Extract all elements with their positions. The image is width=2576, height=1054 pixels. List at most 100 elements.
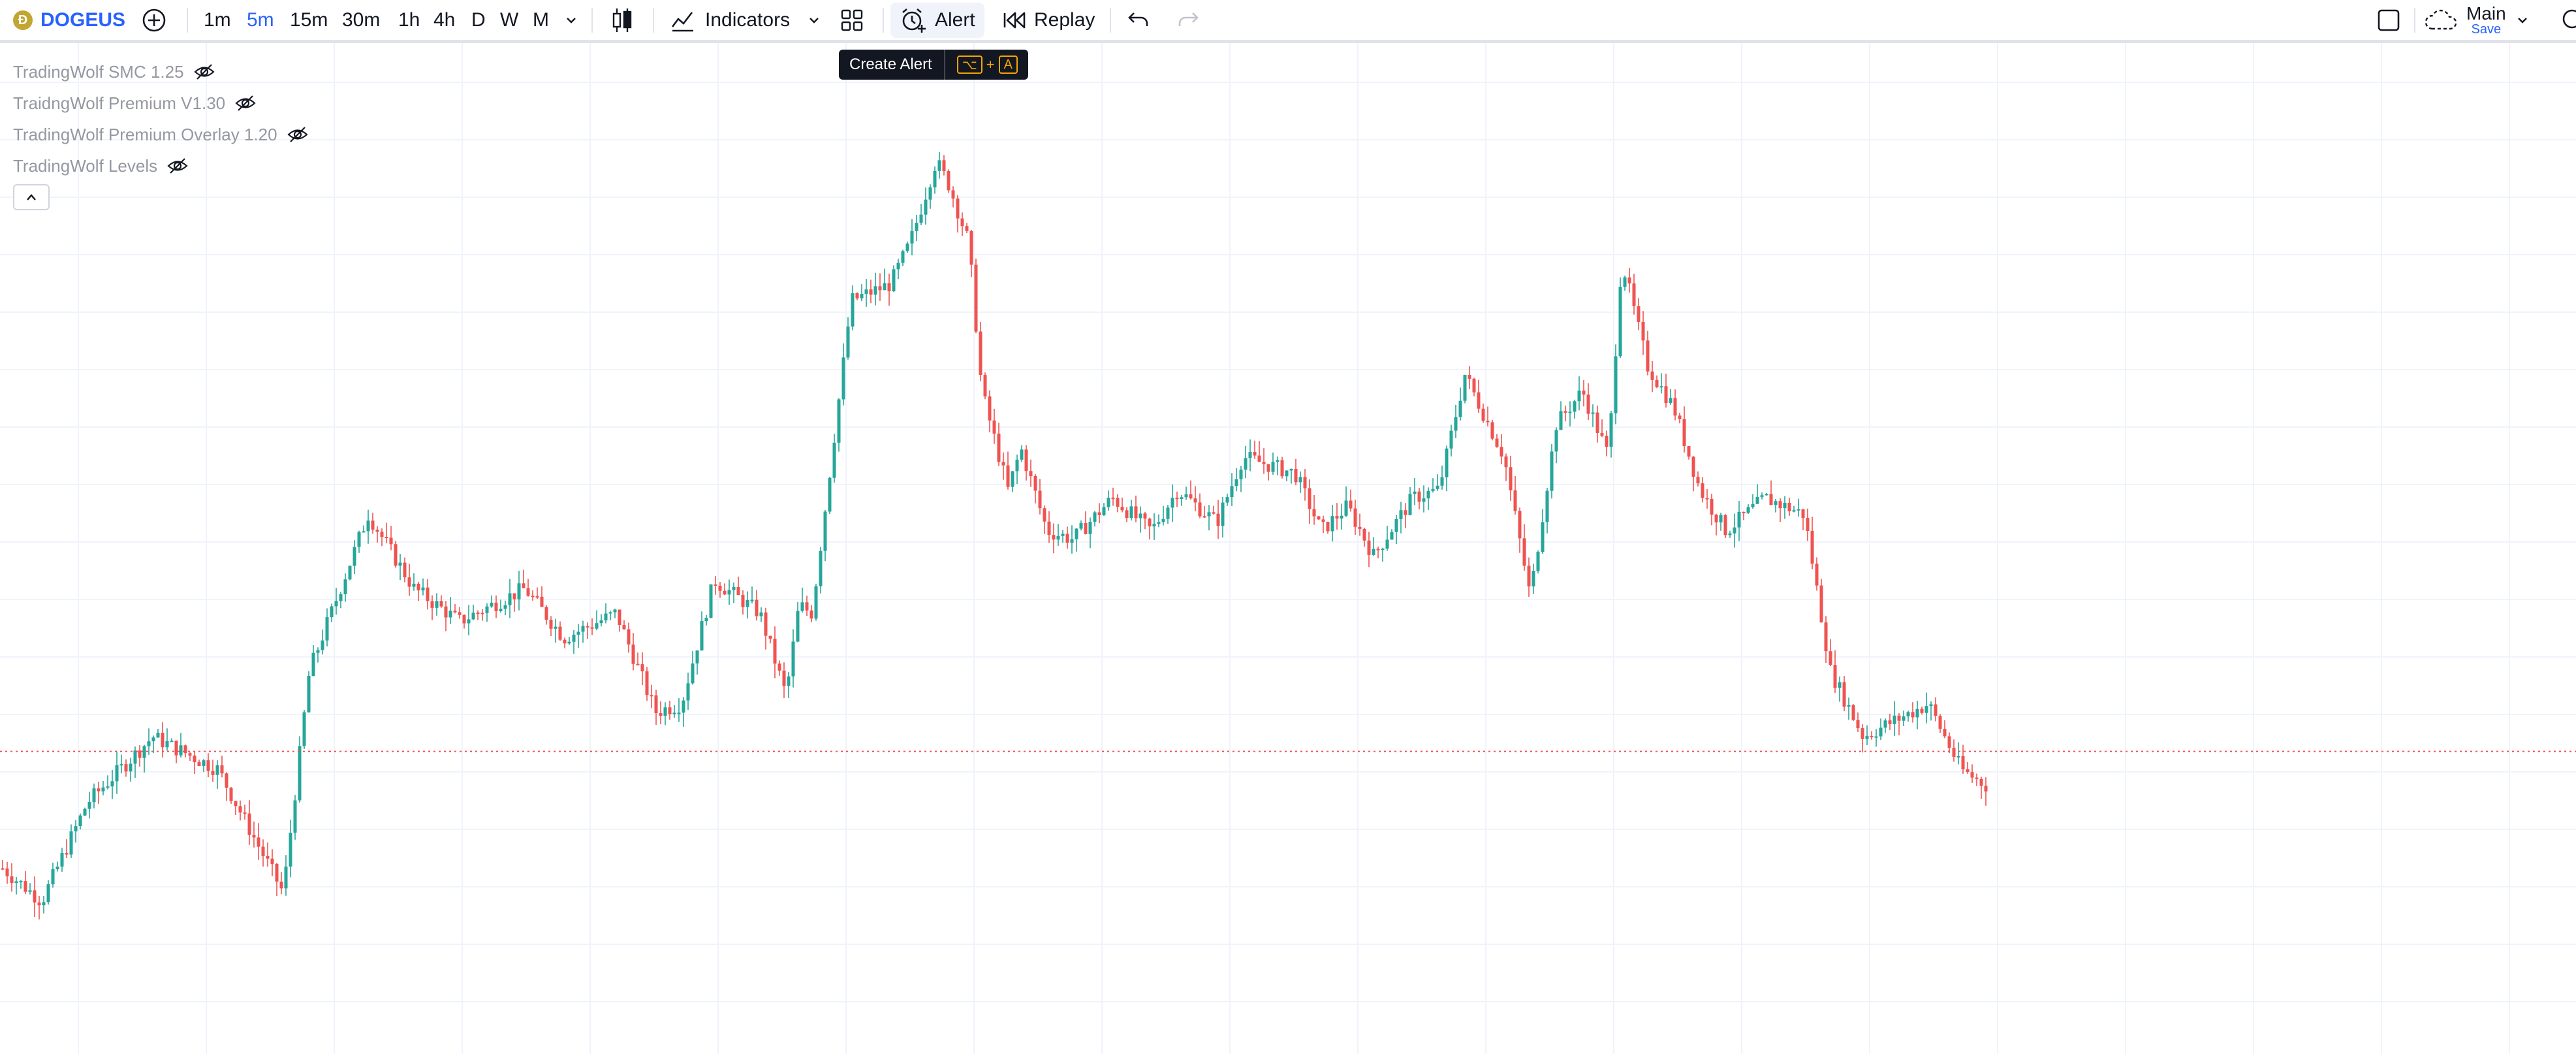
eye-slash-icon[interactable]: [287, 125, 309, 144]
candle-body: [1225, 497, 1229, 503]
candle-body: [179, 745, 183, 756]
indicators-button[interactable]: Indicators: [670, 0, 790, 40]
candle-body: [1298, 477, 1302, 483]
candle-body: [1125, 510, 1129, 519]
candle-body: [234, 801, 238, 806]
timeframe-30m[interactable]: 30m: [342, 0, 380, 40]
eye-slash-icon[interactable]: [166, 157, 189, 175]
candle-body: [1737, 511, 1741, 528]
symbol-button[interactable]: Ð DOGEUS: [13, 0, 125, 40]
candle-body: [426, 587, 430, 601]
replay-rewind-icon: [1003, 12, 1026, 29]
candle-body: [723, 590, 727, 595]
eye-slash-icon[interactable]: [193, 63, 215, 81]
collapse-legend-button[interactable]: [13, 184, 50, 210]
candle-body: [1728, 533, 1732, 535]
legend-row[interactable]: TraidngWolf Premium V1.30: [13, 88, 309, 119]
candle-body: [1774, 501, 1778, 505]
candle-body: [1673, 398, 1677, 416]
price-chart[interactable]: [0, 43, 2576, 1054]
chart-type-button[interactable]: [610, 0, 635, 40]
redo-button[interactable]: [1176, 0, 1200, 40]
candle-body: [677, 712, 681, 714]
indicators-dropdown[interactable]: [807, 0, 821, 40]
candle-body: [1632, 283, 1636, 306]
candle-body: [910, 231, 914, 244]
timeframe-m[interactable]: M: [533, 0, 549, 40]
candle-body: [1097, 512, 1101, 515]
candle-body: [1586, 394, 1590, 414]
candle-body: [841, 357, 845, 400]
candle-body: [476, 613, 480, 615]
alert-button[interactable]: Alert: [890, 3, 984, 38]
candle-body: [892, 269, 896, 292]
candle-body: [1623, 277, 1627, 287]
candle-body: [531, 596, 535, 598]
timeframe-1h[interactable]: 1h: [398, 0, 420, 40]
candle-body: [1554, 430, 1558, 452]
candle-body: [1079, 523, 1083, 529]
candle-body: [979, 331, 982, 375]
undo-button[interactable]: [1127, 0, 1150, 40]
candle-body: [1344, 500, 1348, 516]
candle-body: [55, 866, 59, 870]
candle-body: [1829, 651, 1832, 665]
candle-body: [613, 609, 617, 613]
timeframe-w[interactable]: W: [500, 0, 518, 40]
candle-body: [1372, 549, 1375, 555]
candle-body: [343, 579, 347, 594]
compare-symbol-button[interactable]: [141, 0, 167, 40]
candle-body: [1710, 498, 1714, 515]
candle-body: [1600, 433, 1604, 436]
candle-body: [151, 737, 155, 742]
candle-body: [106, 786, 110, 788]
timeframe-5m[interactable]: 5m: [247, 0, 274, 40]
candle-body: [672, 712, 676, 714]
legend-row[interactable]: TradingWolf Premium Overlay 1.20: [13, 119, 309, 150]
candle-body: [215, 765, 219, 775]
search-button[interactable]: [2559, 0, 2576, 40]
candle-body: [257, 837, 260, 847]
legend-row[interactable]: TradingWolf Levels: [13, 150, 309, 182]
templates-button[interactable]: [840, 0, 864, 40]
candle-body: [1778, 501, 1782, 509]
candle-body: [1870, 736, 1874, 738]
candle-body: [28, 890, 32, 892]
candle-body: [1184, 494, 1188, 498]
candle-body: [1234, 479, 1238, 487]
candle-body: [1902, 716, 1906, 721]
candle-body: [1180, 497, 1184, 499]
candle-body: [1531, 571, 1535, 587]
candle-body: [787, 676, 791, 686]
search-icon: [2562, 9, 2576, 29]
timeframe-label: 1h: [398, 9, 420, 31]
candle-body: [750, 599, 754, 601]
legend-row[interactable]: TradingWolf SMC 1.25: [13, 56, 309, 88]
candle-body: [1874, 736, 1878, 738]
candle-body: [1691, 456, 1695, 477]
candle-body: [229, 788, 233, 801]
candle-body: [92, 788, 96, 802]
timeframe-1m[interactable]: 1m: [204, 0, 231, 40]
layout-menu-button[interactable]: Main Save: [2423, 0, 2530, 40]
candle-body: [631, 644, 635, 664]
candle-body: [732, 586, 736, 590]
timeframe-dropdown[interactable]: [564, 0, 578, 40]
candle-body: [768, 635, 772, 639]
cloud-icon: [2425, 9, 2457, 30]
candle-body: [947, 171, 950, 191]
fullscreen-toggle-button[interactable]: [2376, 0, 2401, 40]
timeframe-d[interactable]: D: [471, 0, 486, 40]
candle-body: [375, 530, 379, 532]
candle-body: [1760, 495, 1764, 497]
candle-body: [1605, 436, 1609, 447]
candle-body: [1856, 720, 1860, 729]
candle-body: [901, 251, 905, 263]
candle-body: [1664, 386, 1668, 404]
candle-body: [837, 399, 841, 443]
replay-button[interactable]: Replay: [1003, 0, 1095, 40]
timeframe-4h[interactable]: 4h: [433, 0, 455, 40]
timeframe-15m[interactable]: 15m: [290, 0, 328, 40]
candle-body: [453, 611, 457, 613]
eye-slash-icon[interactable]: [234, 94, 257, 112]
